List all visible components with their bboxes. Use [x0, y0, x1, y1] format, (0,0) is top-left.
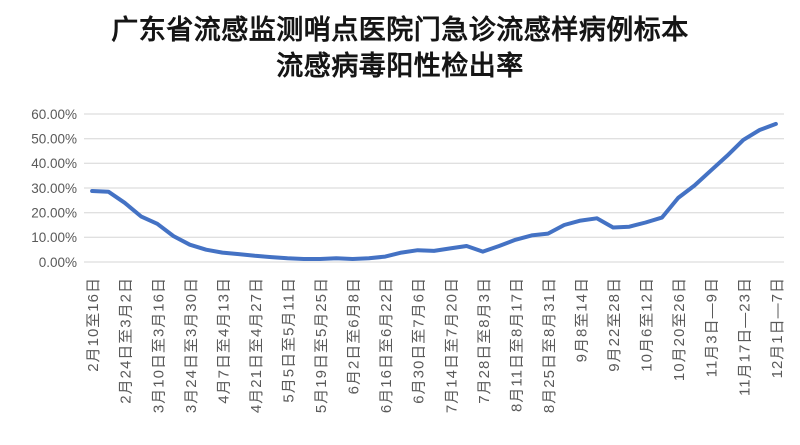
- x-tick-label: 7月14日至7月20日: [443, 277, 460, 413]
- positivity-rate-line: [90, 121, 778, 261]
- x-tick-label: 7月28日至8月3日: [476, 277, 493, 404]
- y-tick-label: 0.00%: [39, 255, 77, 270]
- x-tick-label: 4月21日至4月27日: [248, 277, 265, 413]
- x-tick-label: 4月7日至4月13日: [215, 277, 232, 404]
- chart-title-line1: 广东省流感监测哨点医院门急诊流感样病例标本: [111, 15, 689, 46]
- x-tick-label: 8月11日至8月17日: [508, 277, 525, 412]
- y-tick-label: 60.00%: [31, 107, 77, 122]
- chart-title: 广东省流感监测哨点医院门急诊流感样病例标本 流感病毒阳性检出率: [0, 13, 800, 85]
- y-tick-label: 20.00%: [31, 206, 77, 221]
- x-tick-label: 6月2日至6月8日: [346, 277, 363, 394]
- x-tick-label: 5月5日至5月11日: [281, 277, 298, 403]
- x-tick-label: 2月10至16日: [85, 277, 102, 372]
- chart-title-line2: 流感病毒阳性检出率: [276, 51, 524, 82]
- y-tick-label: 50.00%: [31, 132, 77, 147]
- y-tick-label: 40.00%: [31, 156, 77, 171]
- x-tick-label: 11月3日—9日: [704, 277, 721, 377]
- x-tick-label: 6月16日至6月22日: [378, 277, 395, 413]
- x-axis-labels: 2月10至16日 2月24日至3月2日 3月10日至3月16日 3月24日至3月30日…: [85, 277, 786, 413]
- x-tick-label: 12月1日—7日: [769, 277, 786, 378]
- x-tick-label: 3月10日至3月16日: [150, 277, 167, 413]
- x-tick-label: 9月8至14日: [574, 277, 591, 362]
- y-tick-label: 10.00%: [31, 230, 77, 245]
- x-tick-label: 9月22至28日: [606, 277, 623, 372]
- x-tick-label: 8月25日至8月31日: [541, 277, 558, 413]
- gridlines: [84, 113, 784, 263]
- x-tick-label: 11月17日—23日: [736, 277, 753, 396]
- x-tick-label: 10月20至26日: [671, 277, 688, 381]
- x-tick-label: 2月24日至3月2日: [118, 277, 135, 404]
- x-tick-label: 6月30日至7月6日: [411, 277, 428, 404]
- y-tick-label: 30.00%: [31, 181, 77, 196]
- x-tick-label: 10月6至12日: [639, 277, 656, 372]
- x-tick-label: 5月19日至5月25日: [313, 277, 330, 413]
- y-axis-labels: 0.00% 10.00% 20.00% 30.00% 40.00% 50.00% 60.00…: [31, 107, 77, 270]
- x-tick-label: 3月24日至3月30日: [183, 277, 200, 413]
